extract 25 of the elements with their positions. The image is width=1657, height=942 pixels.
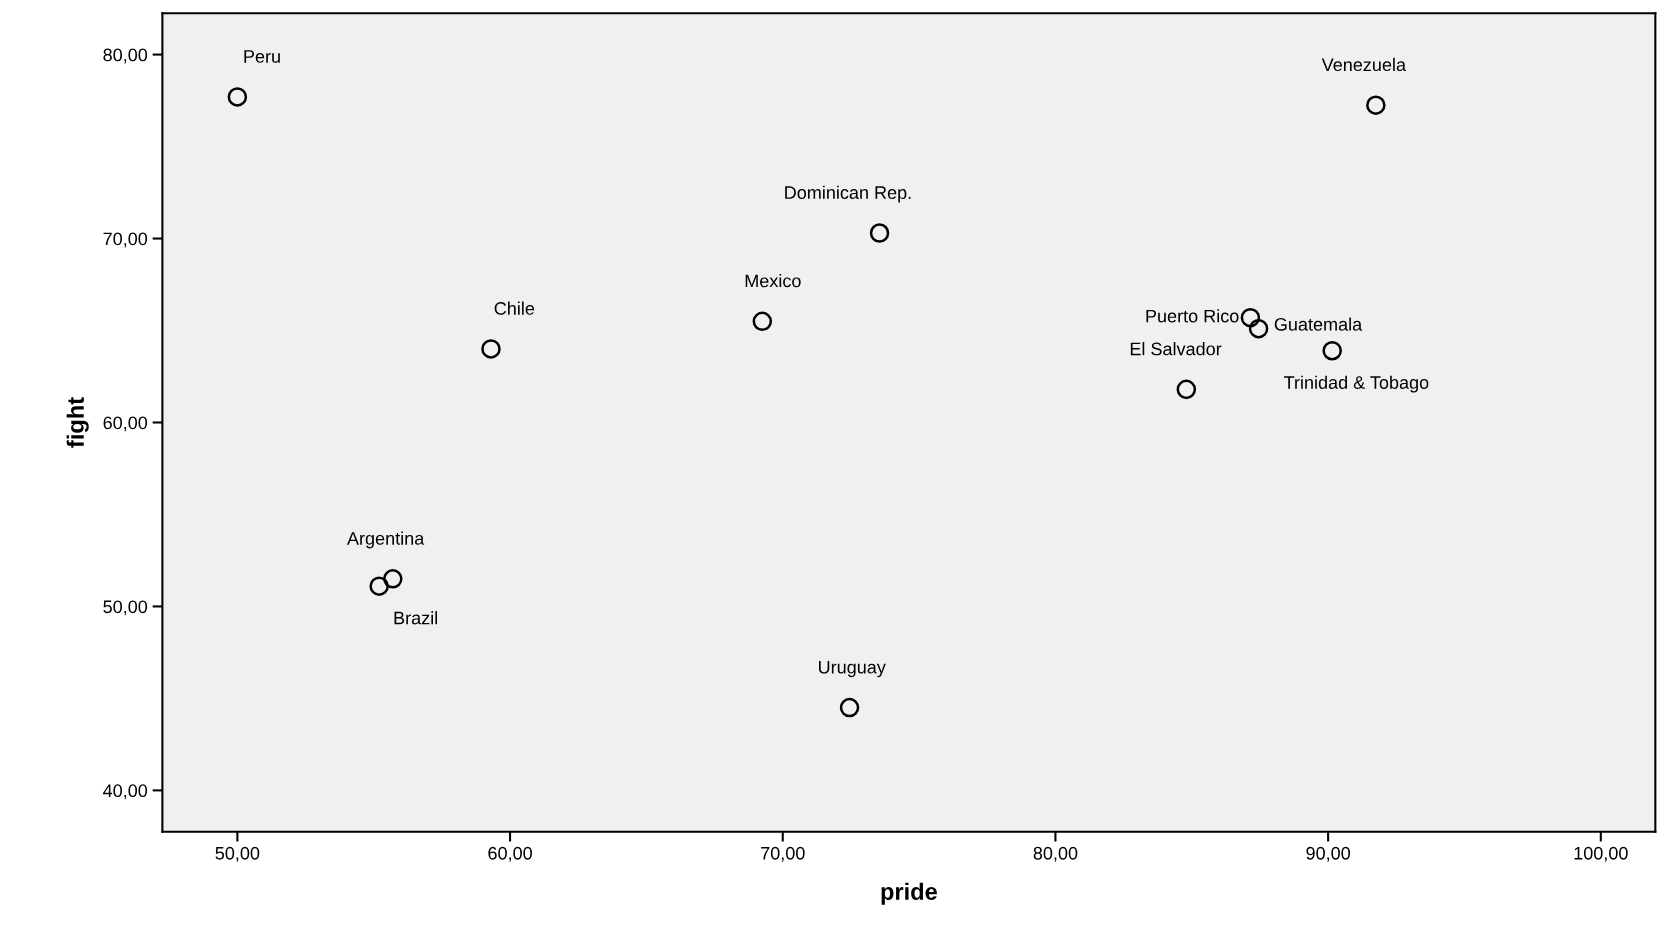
annotation: Uruguay — [819, 660, 886, 678]
annotation: El Salvador — [1130, 342, 1222, 356]
annotation: Trinidad & Tobago — [1284, 375, 1429, 393]
annotation: Guatemala — [1274, 317, 1363, 331]
annotation: Puerto Rico — [1146, 309, 1239, 323]
annotation: Dominican Rep. — [785, 185, 911, 203]
y-tick-label: 60,00 — [103, 416, 148, 432]
y-tick-label: 50,00 — [103, 600, 148, 616]
x-tick-label: 70,00 — [761, 846, 805, 862]
x-tick-label: 80,00 — [1033, 846, 1078, 862]
x-tick-label: 100,00 — [1574, 846, 1628, 862]
annotation: Peru — [244, 50, 280, 63]
y-tick-label: 70,00 — [103, 232, 148, 248]
y-axis-title: fight — [66, 397, 89, 448]
annotation: Venezuela — [1321, 57, 1407, 72]
x-tick-label: 50,00 — [215, 846, 260, 862]
x-tick-label: 90,00 — [1306, 846, 1351, 862]
annotation: Argentina — [347, 531, 425, 549]
x-tick-label: 60,00 — [488, 846, 532, 862]
annotation: Brazil — [394, 611, 437, 625]
y-tick-label: 80,00 — [103, 48, 148, 64]
annotation: Chile — [494, 301, 535, 315]
annotation: Mexico — [745, 274, 801, 288]
x-axis-title: pride — [881, 882, 937, 905]
y-tick-label: 40,00 — [103, 784, 148, 800]
